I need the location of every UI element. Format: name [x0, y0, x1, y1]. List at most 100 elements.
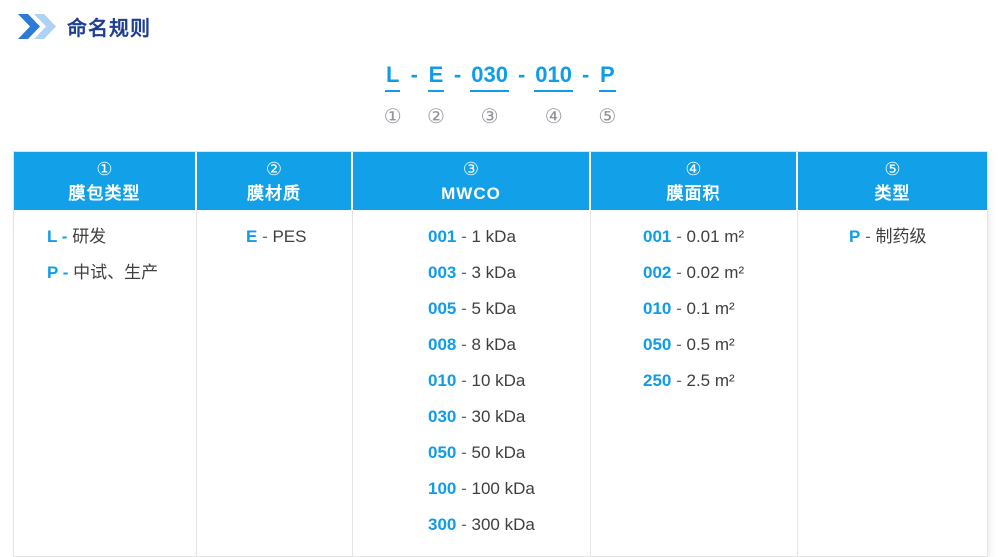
- code-mapping-row: P - 制药级: [849, 225, 987, 249]
- code-mapping-row: 003 - 3 kDa: [428, 261, 590, 285]
- dash-separator: -: [456, 263, 472, 282]
- column-label: 膜包类型: [68, 183, 141, 203]
- code-value: 050: [643, 335, 672, 354]
- naming-rules-table: ① 膜包类型 L - 研发 P - 中试、生产 ② 膜材质 E - PES ③ M…: [13, 151, 988, 557]
- code-segment: L: [384, 63, 401, 92]
- code-mapping-row: P - 中试、生产: [47, 261, 196, 285]
- code-segment: E: [427, 63, 445, 92]
- page-header: 命名规则: [0, 0, 1000, 40]
- dash-separator: -: [671, 299, 687, 318]
- column-header: ④ 膜面积: [591, 152, 798, 210]
- column-label: 类型: [874, 183, 911, 203]
- mapping-description: 1 kDa: [471, 227, 516, 246]
- column-body: 001 - 0.01 m² 002 - 0.02 m² 010 - 0.1 m² 05…: [591, 210, 798, 556]
- dash-separator: -: [57, 227, 73, 246]
- column-label: 膜材质: [247, 183, 301, 203]
- mapping-description: 8 kDa: [471, 335, 516, 354]
- dash-separator: -: [671, 335, 687, 354]
- code-mapping-row: 030 - 30 kDa: [428, 405, 590, 429]
- code-value: 030: [428, 407, 457, 426]
- code-value: L: [47, 227, 58, 246]
- code-mapping-row: 005 - 5 kDa: [428, 297, 590, 321]
- code-value: 010: [643, 299, 672, 318]
- column-number: ⑤: [884, 158, 901, 179]
- mapping-description: 3 kDa: [471, 263, 516, 282]
- code-mapping-row: 001 - 1 kDa: [428, 225, 590, 249]
- circled-number: ④: [544, 106, 563, 128]
- code-value: 001: [428, 227, 457, 246]
- column-grade-type: ⑤ 类型 P - 制药级: [798, 152, 987, 556]
- dash-separator: -: [860, 227, 876, 246]
- code-segment: P: [598, 63, 616, 92]
- code-mapping-row: 010 - 0.1 m²: [643, 297, 797, 321]
- dash-separator: -: [456, 335, 472, 354]
- mapping-description: 50 kDa: [471, 443, 526, 462]
- mapping-description: 中试、生产: [73, 263, 159, 282]
- column-number: ③: [462, 158, 480, 179]
- code-value: 008: [428, 335, 457, 354]
- column-header: ③ MWCO: [353, 152, 591, 210]
- column-membrane-material: ② 膜材质 E - PES: [197, 152, 353, 556]
- mapping-description: 300 kDa: [471, 515, 535, 534]
- dash-separator: -: [257, 227, 273, 246]
- code-mapping-row: 002 - 0.02 m²: [643, 261, 797, 285]
- double-chevron-icon: [18, 14, 56, 39]
- column-body: L - 研发 P - 中试、生产: [14, 210, 197, 556]
- code-value: P: [47, 263, 59, 282]
- code-mapping-row: 008 - 8 kDa: [428, 333, 590, 357]
- column-body: 001 - 1 kDa 003 - 3 kDa 005 - 5 kDa 008 - 8…: [353, 210, 591, 556]
- column-membrane-area: ④ 膜面积 001 - 0.01 m² 002 - 0.02 m² 010 - 0.…: [591, 152, 798, 556]
- dash-separator: -: [671, 227, 687, 246]
- column-label: MWCO: [441, 183, 501, 203]
- dash-separator: -: [58, 263, 74, 282]
- column-body: P - 制药级: [798, 210, 987, 556]
- code-dash: -: [410, 62, 418, 87]
- mapping-description: 制药级: [875, 227, 927, 246]
- column-number: ②: [265, 158, 283, 179]
- code-value: 050: [428, 443, 457, 462]
- code-mapping-row: 100 - 100 kDa: [428, 477, 590, 501]
- dash-separator: -: [456, 479, 472, 498]
- dash-separator: -: [456, 227, 472, 246]
- mapping-description: 0.1 m²: [686, 299, 735, 318]
- code-mapping-row: L - 研发: [47, 225, 196, 249]
- circled-number: ③: [480, 106, 499, 128]
- dash-separator: -: [456, 371, 472, 390]
- code-value: 250: [643, 371, 672, 390]
- mapping-description: 100 kDa: [471, 479, 535, 498]
- code-value: 100: [428, 479, 457, 498]
- dash-separator: -: [671, 371, 687, 390]
- code-segment: 030: [470, 63, 509, 92]
- code-mapping-row: 050 - 0.5 m²: [643, 333, 797, 357]
- column-header: ② 膜材质: [197, 152, 353, 210]
- code-dash: -: [453, 62, 462, 87]
- mapping-description: 5 kDa: [471, 299, 516, 318]
- mapping-description: 2.5 m²: [686, 371, 735, 390]
- dash-separator: -: [456, 515, 472, 534]
- code-dash: -: [582, 62, 590, 87]
- code-value: E: [246, 227, 258, 246]
- column-header: ⑤ 类型: [798, 152, 987, 210]
- column-membrane-package-type: ① 膜包类型 L - 研发 P - 中试、生产: [14, 152, 197, 556]
- code-mapping-row: 050 - 50 kDa: [428, 441, 590, 465]
- code-mapping-row: 001 - 0.01 m²: [643, 225, 797, 249]
- dash-separator: -: [456, 407, 472, 426]
- mapping-description: 0.02 m²: [686, 263, 745, 282]
- page-title: 命名规则: [67, 18, 151, 40]
- dash-separator: -: [456, 299, 472, 318]
- column-label: 膜面积: [666, 183, 721, 203]
- column-number: ①: [96, 158, 113, 179]
- code-value: 003: [428, 263, 457, 282]
- code-value: 002: [643, 263, 672, 282]
- column-body: E - PES: [197, 210, 353, 556]
- circled-number: ②: [426, 106, 445, 128]
- circled-number: ⑤: [598, 106, 617, 128]
- mapping-description: PES: [272, 227, 307, 246]
- mapping-description: 10 kDa: [471, 371, 526, 390]
- code-value: P: [849, 227, 861, 246]
- code-mapping-row: 300 - 300 kDa: [428, 513, 590, 537]
- dash-separator: -: [456, 443, 472, 462]
- dash-separator: -: [671, 263, 687, 282]
